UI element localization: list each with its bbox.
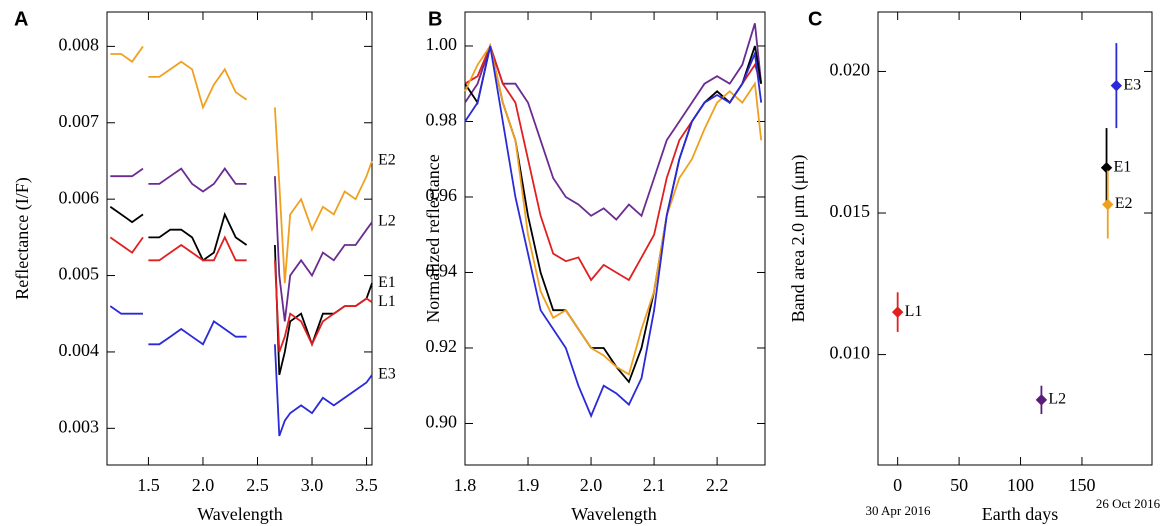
series-label: E3 [378, 366, 396, 383]
x-tick-label: 1.9 [517, 475, 540, 495]
x-tick-label: 2.0 [192, 475, 215, 495]
plot-frame [464, 11, 766, 466]
annotation: 30 Apr 2016 [866, 503, 932, 518]
y-tick-label: 0.010 [830, 343, 871, 363]
y-tick-label: 0.015 [830, 201, 871, 221]
y-tick-label: 0.006 [59, 187, 100, 207]
annotation: 26 Oct 2016 [1096, 496, 1161, 511]
x-tick-label: 1.5 [137, 475, 160, 495]
x-axis-label: Wavelength [571, 504, 657, 524]
plot-frame [106, 11, 373, 466]
series-line [109, 206, 373, 376]
y-tick-label: 0.003 [59, 416, 100, 436]
y-tick-label: 0.004 [59, 340, 100, 360]
point-label: E1 [1114, 158, 1132, 175]
series-label: E1 [378, 274, 396, 291]
point [1035, 394, 1048, 406]
point [1100, 162, 1113, 174]
x-tick-label: 2.1 [643, 475, 666, 495]
x-tick-label: 2.5 [246, 475, 269, 495]
series-line [464, 45, 763, 419]
x-tick-label: 0 [893, 475, 902, 495]
x-tick-label: 100 [1007, 475, 1034, 495]
x-tick-label: 150 [1068, 475, 1095, 495]
series-line [464, 45, 763, 384]
y-tick-label: 0.020 [830, 60, 871, 80]
x-tick-label: 3.0 [301, 475, 324, 495]
series-line [110, 45, 373, 284]
y-tick-label: 0.008 [59, 35, 100, 55]
x-tick-label: 2.0 [580, 475, 603, 495]
series-line [109, 305, 373, 437]
y-axis-label: Reflectance (I/F) [12, 177, 33, 299]
x-tick-label: 2.2 [706, 475, 729, 495]
series-line [110, 167, 373, 322]
y-tick-label: 1.00 [426, 34, 458, 54]
series-label: L2 [378, 213, 396, 230]
x-tick-label: 1.8 [454, 475, 477, 495]
y-tick-label: 0.007 [59, 111, 100, 131]
panel-letter: B [428, 8, 442, 30]
series-label: E2 [378, 152, 396, 169]
y-tick-label: 0.92 [426, 336, 458, 356]
y-tick-label: 0.90 [426, 412, 458, 432]
point-label: E3 [1123, 76, 1141, 93]
panel-letter: C [808, 8, 822, 30]
y-axis-label: Normalized reflectance [423, 154, 443, 322]
series-line [464, 43, 763, 376]
y-tick-label: 0.94 [426, 261, 458, 281]
point-label: L2 [1048, 391, 1066, 408]
x-tick-label: 3.5 [355, 475, 378, 495]
point [891, 306, 904, 318]
panel-letter: A [14, 8, 28, 30]
series-line [464, 23, 763, 221]
x-tick-label: 50 [950, 475, 968, 495]
y-tick-label: 0.005 [59, 264, 100, 284]
point [1110, 79, 1123, 92]
x-axis-label: Earth days [982, 504, 1058, 524]
y-tick-label: 0.98 [426, 110, 458, 130]
x-axis-label: Wavelength [197, 504, 283, 524]
y-axis-label: Band area 2.0 μm (μm) [788, 155, 809, 323]
plot-frame [877, 11, 1153, 466]
series-label: L1 [378, 293, 396, 310]
point [1102, 198, 1114, 211]
point-label: L1 [905, 303, 923, 320]
series-line [109, 235, 373, 353]
point-label: E2 [1115, 195, 1133, 212]
y-tick-label: 0.96 [426, 185, 458, 205]
